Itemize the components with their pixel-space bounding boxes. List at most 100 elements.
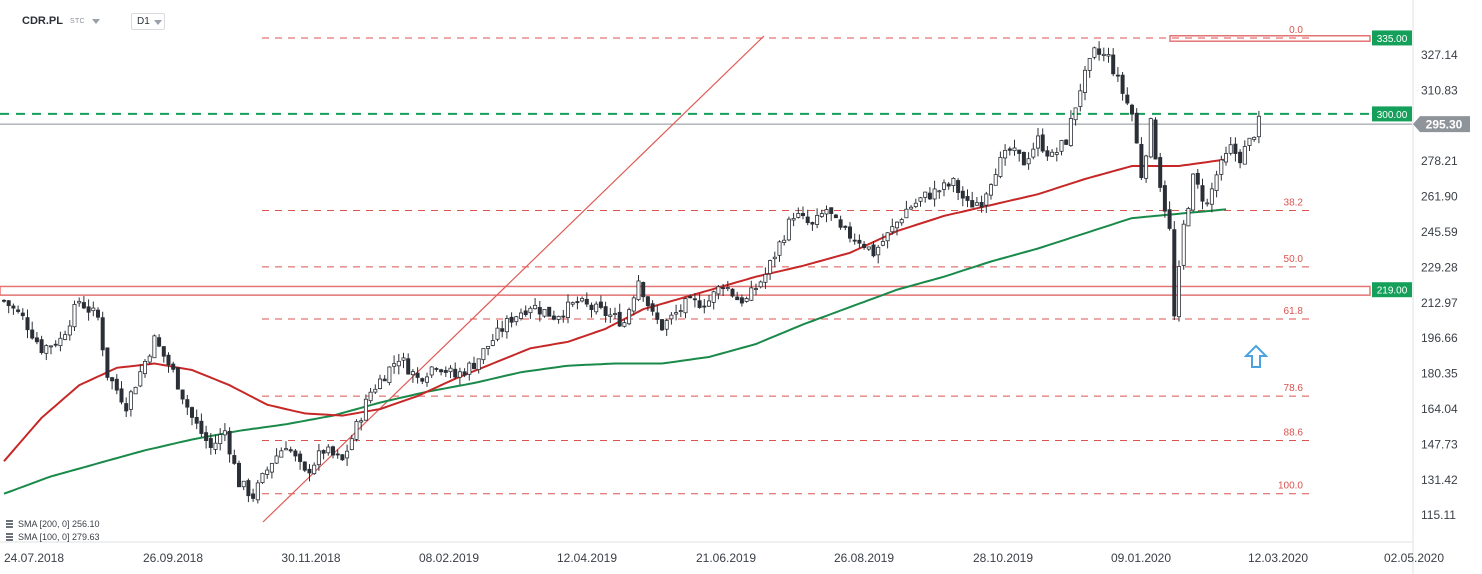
candle xyxy=(645,296,650,311)
candle xyxy=(1012,139,1017,156)
candle-body xyxy=(175,367,180,390)
candle-body xyxy=(542,309,547,317)
candle xyxy=(476,358,481,374)
candle-body xyxy=(96,309,101,318)
candle xyxy=(86,299,91,321)
candle xyxy=(312,462,317,476)
candle xyxy=(725,280,730,292)
candle xyxy=(551,310,556,321)
candle-body xyxy=(669,314,674,320)
candle-body xyxy=(556,315,561,320)
candle xyxy=(81,296,86,310)
candle xyxy=(937,189,942,199)
candle-body xyxy=(852,239,857,242)
candle xyxy=(222,423,227,442)
sma-200-line xyxy=(3,208,1227,495)
symbol-label[interactable]: CDR.PL xyxy=(22,15,63,27)
candle xyxy=(213,434,218,455)
candle xyxy=(1111,48,1116,77)
candle-body xyxy=(838,219,843,228)
candle xyxy=(269,462,274,479)
x-tick-label: 24.07.2018 xyxy=(4,551,64,565)
candle xyxy=(326,444,331,456)
candle xyxy=(815,208,820,229)
candle xyxy=(467,361,472,381)
y-tick-label: 212.97 xyxy=(1421,296,1458,310)
candle xyxy=(335,449,340,459)
candle-body xyxy=(1101,53,1106,56)
candle-body xyxy=(110,377,115,382)
candle-body xyxy=(1209,188,1214,205)
candle-body xyxy=(44,345,49,354)
candle-body xyxy=(824,209,829,215)
candle xyxy=(1228,137,1233,156)
candle-body xyxy=(349,438,354,451)
candle xyxy=(843,225,848,231)
candle xyxy=(1045,146,1050,161)
candle-body xyxy=(204,432,209,441)
candle-body xyxy=(152,335,157,359)
candle-body xyxy=(467,362,472,375)
candle-body xyxy=(321,450,326,454)
candle-body xyxy=(575,301,580,304)
candle-body xyxy=(194,417,199,424)
candle-body xyxy=(627,309,632,325)
candle xyxy=(128,389,133,417)
candle-body xyxy=(871,244,876,257)
candle xyxy=(349,434,354,451)
candle xyxy=(96,307,101,321)
candle xyxy=(208,432,213,455)
candle-body xyxy=(519,312,524,319)
candle xyxy=(810,221,815,231)
candle-body xyxy=(1167,209,1172,229)
candle xyxy=(598,295,603,310)
candle xyxy=(481,348,486,364)
candle xyxy=(1007,146,1012,156)
candle-body xyxy=(754,288,759,290)
candle-body xyxy=(495,327,500,340)
candle-body xyxy=(1003,149,1008,159)
candle-body xyxy=(1233,143,1238,154)
candle-body xyxy=(547,306,552,317)
x-tick-label: 30.11.2018 xyxy=(281,551,340,565)
candle xyxy=(1209,182,1214,213)
candle-body xyxy=(622,322,627,327)
x-tick-label: 28.10.2019 xyxy=(973,551,1033,565)
candle-body xyxy=(1181,223,1186,266)
candle xyxy=(1026,152,1031,170)
candle-body xyxy=(1087,58,1092,71)
candle xyxy=(316,443,321,471)
candle xyxy=(951,177,956,193)
candle xyxy=(932,180,937,207)
candle-body xyxy=(1172,229,1177,317)
candle-body xyxy=(1115,74,1120,77)
candle-body xyxy=(63,334,68,340)
symbol-dropdown-caret-icon[interactable] xyxy=(92,19,100,24)
candle xyxy=(373,384,378,394)
candle-body xyxy=(631,297,636,312)
candle-body xyxy=(481,348,486,361)
candle-body xyxy=(1012,147,1017,152)
y-tick-label: 180.35 xyxy=(1421,367,1458,381)
candle xyxy=(1205,198,1210,207)
candle xyxy=(946,182,951,190)
candle xyxy=(110,376,115,390)
candle xyxy=(1068,110,1073,147)
candle-body xyxy=(392,363,397,367)
candle-body xyxy=(946,183,951,187)
candle-body xyxy=(335,453,340,456)
candle xyxy=(965,189,970,208)
candle-body xyxy=(707,300,712,307)
candle-body xyxy=(1036,135,1041,149)
candle xyxy=(67,320,72,341)
candle-body xyxy=(30,329,35,339)
timeframe-select[interactable]: D1 xyxy=(131,13,165,30)
candle-body xyxy=(956,180,961,193)
candle xyxy=(236,460,241,488)
candle xyxy=(30,321,35,340)
candle xyxy=(866,246,871,251)
candle xyxy=(683,297,688,319)
candle xyxy=(956,178,961,201)
candle xyxy=(791,212,796,227)
